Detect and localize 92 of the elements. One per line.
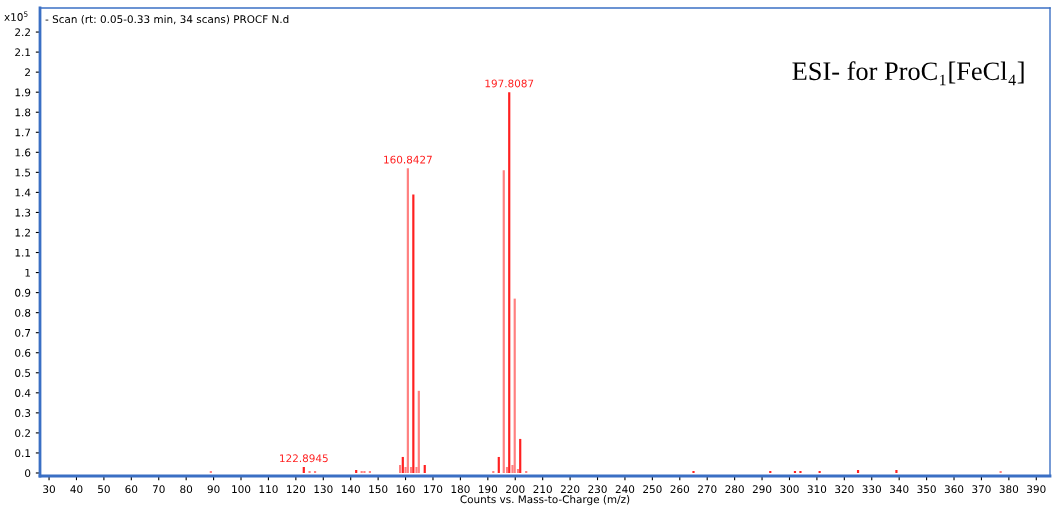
y-tick-label: 1.4 <box>15 188 31 197</box>
bar <box>502 170 505 473</box>
y-tick-label: 0.8 <box>15 308 31 317</box>
x-tick-label: 100 <box>232 485 251 494</box>
x-tick-label: 330 <box>862 485 881 494</box>
x-tick-label: 130 <box>314 485 333 494</box>
x-tick-label: 150 <box>369 485 388 494</box>
x-tick-label: 30 <box>43 485 55 494</box>
x-tick-label: 280 <box>725 485 744 494</box>
bar <box>508 92 511 473</box>
y-tick-label: 1.1 <box>15 248 31 257</box>
x-tick-label: 390 <box>1027 485 1046 494</box>
y-axis-title: x10$^{5}$ <box>4 11 28 21</box>
annotation: 122.8945 <box>280 454 328 463</box>
x-tick-label: 310 <box>807 485 827 494</box>
annotation: 160.8427 <box>384 155 432 164</box>
annotation: 197.8087 <box>485 79 534 88</box>
bar <box>313 470 317 473</box>
y-tick-label: 1.7 <box>15 128 31 137</box>
x-tick-label: 140 <box>341 485 360 494</box>
x-tick-label: 300 <box>780 485 799 494</box>
y-tick-label: 1.2 <box>15 228 30 237</box>
x-tick-label: 230 <box>588 485 607 494</box>
y-tick-label: 1.3 <box>15 208 31 217</box>
x-tick-label: 210 <box>533 485 552 494</box>
x-tick-label: 180 <box>451 485 470 494</box>
bar <box>999 470 1002 473</box>
x-tick-label: 110 <box>259 485 278 494</box>
bar <box>519 438 522 473</box>
bar <box>799 470 802 473</box>
bar <box>769 470 772 473</box>
y-tick-label: 2.1 <box>15 48 31 57</box>
x-tick-label: 190 <box>479 485 498 494</box>
bar <box>525 470 528 473</box>
bar <box>692 470 695 473</box>
x-tick-label: 40 <box>70 485 83 494</box>
x-tick-label: 290 <box>752 485 772 494</box>
bar <box>417 390 420 473</box>
x-tick-label: 380 <box>999 485 1019 494</box>
x-tick-label: 60 <box>125 485 138 494</box>
bar <box>406 168 409 473</box>
y-tick-label: 0.9 <box>15 288 31 297</box>
x-tick-label: 320 <box>835 485 854 494</box>
x-tick-label: 360 <box>944 485 964 494</box>
bar <box>401 456 404 473</box>
y-tick-label: 1 <box>25 268 31 277</box>
x-tick-label: 340 <box>890 485 909 494</box>
bar <box>302 466 305 473</box>
bar <box>793 470 797 473</box>
y-tick-label: 0.1 <box>15 449 31 458</box>
bar <box>895 469 898 473</box>
x-tick-label: 350 <box>917 485 936 494</box>
y-tick-label: 1.5 <box>15 168 31 177</box>
x-tick-label: 370 <box>972 485 991 494</box>
y-tick-label: 0 <box>25 469 31 478</box>
y-tick-label: 0.6 <box>15 348 31 357</box>
x-tick-label: 270 <box>698 485 717 494</box>
y-tick-label: 0.2 <box>15 429 30 438</box>
x-axis-title: Counts vs. Mass-to-Charge (m/z) <box>460 495 630 506</box>
text: - Scan (rt: 0.05-0.33 min, 34 scans) PROCF N.d <box>45 15 289 25</box>
bar <box>368 470 371 473</box>
y-tick-label: 1.8 <box>15 108 31 117</box>
x-tick-label: 80 <box>180 485 193 494</box>
bar <box>412 194 415 473</box>
x-tick-label: 260 <box>670 485 690 494</box>
bar <box>308 470 311 473</box>
bar <box>818 470 821 473</box>
y-tick-label: 0.5 <box>15 369 31 377</box>
y-tick-label: 0.3 <box>15 409 31 417</box>
y-tick-label: 2 <box>25 68 30 77</box>
x-tick-label: 90 <box>207 485 220 494</box>
bar <box>492 470 495 473</box>
x-tick-label: 50 <box>98 485 110 494</box>
y-tick-label: 2.2 <box>15 28 30 37</box>
x-tick-label: 120 <box>287 485 306 494</box>
bar <box>363 470 366 473</box>
y-tick-label: 0.4 <box>15 389 31 397</box>
y-tick-label: 1.6 <box>15 148 31 157</box>
bar <box>360 470 363 473</box>
x-tick-label: 250 <box>643 485 662 494</box>
x-tick-label: 240 <box>615 485 635 494</box>
y-tick-label: 1.9 <box>15 88 31 97</box>
annotation: ESI- for ProC₁[FeCl₄] <box>792 61 1024 86</box>
bar <box>497 456 500 473</box>
bar <box>209 470 212 473</box>
x-tick-label: 200 <box>506 485 525 494</box>
x-tick-label: 220 <box>560 485 580 494</box>
y-tick-label: 0.7 <box>15 328 31 337</box>
x-tick-label: 70 <box>152 485 165 494</box>
x-tick-label: 160 <box>396 485 415 494</box>
bar <box>513 298 516 473</box>
x-tick-label: 170 <box>424 485 443 494</box>
